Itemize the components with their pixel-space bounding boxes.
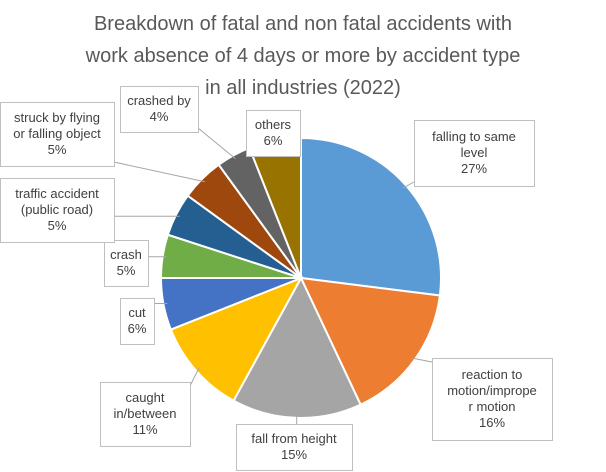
data-label-box xyxy=(246,110,301,157)
data-label-text: fall from height xyxy=(251,431,337,446)
data-label-text: falling to same xyxy=(432,129,516,144)
data-label-text: (public road) xyxy=(21,202,93,217)
data-label-text: reaction to xyxy=(462,367,523,382)
data-label-percent: 15% xyxy=(281,447,307,462)
data-label-percent: 5% xyxy=(48,218,67,233)
data-label-percent: 6% xyxy=(264,133,283,148)
pie-slice xyxy=(300,136,442,297)
data-label-box xyxy=(120,86,199,133)
chart-title-line-3: in all industries (2022) xyxy=(205,77,401,99)
chart-title-line-1: Breakdown of fatal and non fatal acciden… xyxy=(94,13,512,35)
data-label-box xyxy=(100,382,191,447)
data-label-box xyxy=(0,178,115,243)
pie-slice xyxy=(169,276,304,403)
leader-line xyxy=(189,367,200,387)
leader-line xyxy=(197,127,236,160)
data-label: traffic accident(public road)5% xyxy=(0,178,115,243)
data-label-percent: 11% xyxy=(132,422,157,437)
data-label-box xyxy=(0,102,115,167)
data-label-box xyxy=(236,424,353,471)
leader-line xyxy=(410,357,433,363)
data-label-text: crash xyxy=(110,247,142,262)
data-label: crashed by4% xyxy=(120,86,199,133)
data-label-text: struck by flying xyxy=(14,110,100,125)
leader-line xyxy=(402,181,415,189)
data-label-percent: 6% xyxy=(128,321,147,336)
data-label-text: traffic accident xyxy=(15,186,99,201)
data-label-text: others xyxy=(255,117,292,132)
data-label-percent: 5% xyxy=(117,263,136,278)
chart-title: Breakdown of fatal and non fatal acciden… xyxy=(85,13,521,99)
data-label-percent: 5% xyxy=(48,142,67,157)
data-label-box xyxy=(432,358,553,441)
data-label-percent: 4% xyxy=(150,109,169,124)
data-label-text: cut xyxy=(128,305,146,320)
data-label-box xyxy=(414,120,535,187)
data-label-box xyxy=(120,298,155,345)
data-label-text: crashed by xyxy=(127,93,191,108)
data-label-text: r motion xyxy=(469,399,516,414)
data-label-text: or falling object xyxy=(13,126,101,141)
label-leader-lines xyxy=(113,127,433,424)
chart-title-line-2: work absence of 4 days or more by accide… xyxy=(85,45,521,67)
data-label-box xyxy=(104,240,149,287)
data-label-text: level xyxy=(461,145,488,160)
pie-slice xyxy=(299,276,442,407)
data-label-text: caught xyxy=(125,390,164,405)
pie-slices xyxy=(159,136,442,419)
data-label-percent: 27% xyxy=(461,161,487,176)
data-label-text: motion/imprope xyxy=(447,383,537,398)
data-label-text: in/between xyxy=(114,406,177,421)
data-label-percent: 16% xyxy=(479,415,505,430)
leader-line xyxy=(113,161,205,183)
